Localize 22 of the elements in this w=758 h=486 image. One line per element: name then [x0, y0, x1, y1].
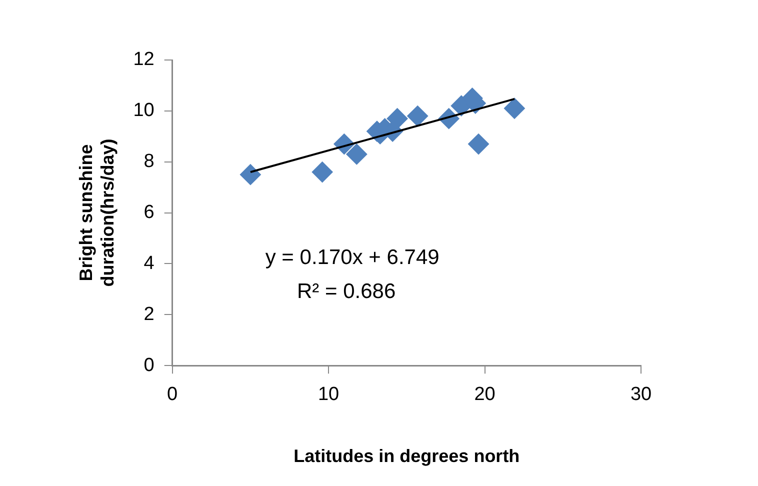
x-tick-label: 0	[167, 384, 178, 406]
point	[468, 134, 490, 155]
annotation: y = 0.170x + 6.749	[265, 246, 440, 269]
point	[386, 108, 408, 130]
x-axis-title: Latitudes in degrees north	[294, 446, 520, 466]
x-tick-label: 30	[630, 384, 652, 406]
y-tick-label: 2	[144, 304, 154, 325]
x-tick-label: 10	[318, 384, 340, 406]
point	[240, 164, 261, 186]
point	[312, 162, 333, 183]
y-tick-label: 4	[144, 252, 155, 274]
point	[407, 106, 428, 127]
y-axis-title: Bright sunshine duration(hrs/day)	[76, 138, 118, 287]
y-tick-label: 6	[144, 202, 154, 224]
point	[346, 144, 368, 165]
x-tick-label: 20	[474, 384, 496, 406]
annotation: R² = 0.686	[297, 280, 396, 303]
y-tick-label: 12	[133, 49, 154, 70]
y-tick-label: 8	[144, 151, 154, 172]
y-tick-label: 0	[144, 354, 154, 376]
y-tick-label: 10	[133, 100, 154, 122]
point	[504, 98, 525, 119]
